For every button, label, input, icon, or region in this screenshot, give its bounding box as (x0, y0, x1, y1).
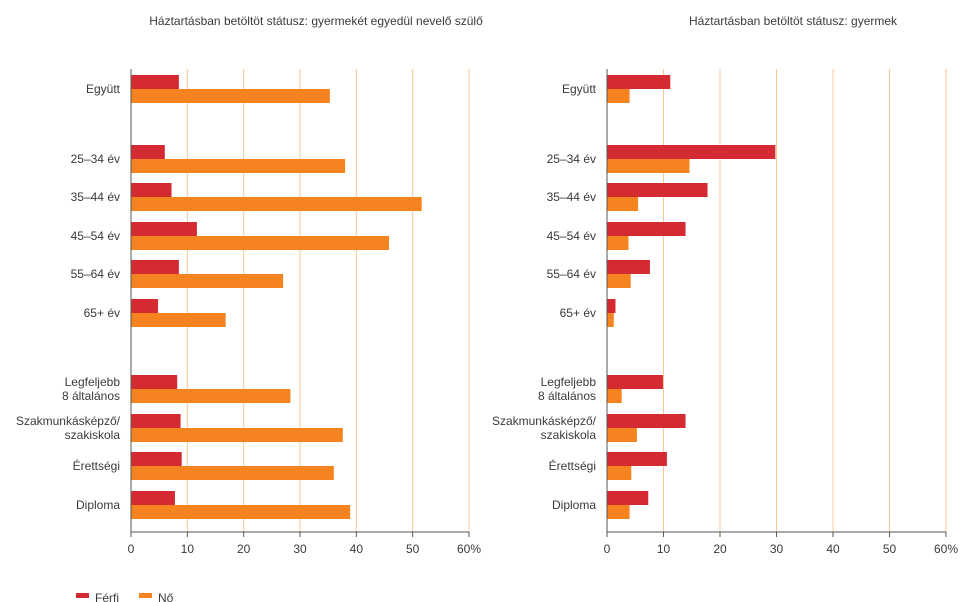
category-label-left-7: Szakmunkásképző/szakiskola (16, 414, 121, 442)
category-label-right-8: Érettségi (549, 458, 596, 473)
x-tick-label-right-6: 60% (934, 542, 958, 556)
category-label-left-0: Együtt (86, 82, 121, 96)
bar-left-male-6 (131, 375, 178, 389)
legend: Férfi Nő (76, 591, 174, 602)
bar-left-male-4 (131, 260, 179, 274)
category-label-right-1: 25–34 év (547, 152, 596, 166)
bar-right-male-7 (607, 414, 686, 428)
category-label-right-2: 35–44 év (547, 190, 596, 204)
x-tick-label-left-4: 40 (350, 542, 364, 556)
category-label-right-7: Szakmunkásképző/szakiskola (492, 414, 597, 442)
chart-title-right: Háztartásban betöltöt státusz: gyermek (689, 14, 898, 28)
bar-right-female-5 (607, 313, 614, 327)
bar-left-male-1 (131, 145, 165, 159)
bar-right-male-5 (607, 299, 616, 313)
bar-left-male-7 (131, 414, 181, 428)
bar-left-male-9 (131, 491, 175, 505)
bar-left-male-0 (131, 75, 179, 89)
bar-right-female-4 (607, 274, 631, 288)
bar-right-female-7 (607, 428, 637, 442)
bar-left-male-5 (131, 299, 159, 313)
x-tick-label-right-4: 40 (826, 542, 840, 556)
bar-left-male-3 (131, 222, 197, 236)
bar-right-male-8 (607, 452, 667, 466)
bar-left-female-3 (131, 236, 390, 250)
chart-title-left: Háztartásban betöltöt státusz: gyermekét… (149, 14, 483, 28)
bar-right-male-1 (607, 145, 776, 159)
bar-right-female-1 (607, 159, 690, 173)
category-label-left-3: 45–54 év (71, 229, 120, 243)
x-tick-label-left-5: 50 (406, 542, 420, 556)
bar-left-female-7 (131, 428, 343, 442)
chart-panel-right: Háztartásban betöltöt státusz: gyermek 0… (492, 14, 958, 556)
bar-right-male-3 (607, 222, 686, 236)
bar-left-female-4 (131, 274, 284, 288)
x-tick-label-right-1: 10 (657, 542, 671, 556)
category-label-right-9: Diploma (552, 498, 596, 512)
bar-right-male-6 (607, 375, 663, 389)
chart-panel-left: Háztartásban betöltöt státusz: gyermekét… (16, 14, 483, 556)
bar-left-female-9 (131, 505, 351, 519)
legend-label-male: Férfi (95, 591, 119, 602)
x-tick-label-right-0: 0 (604, 542, 611, 556)
category-label-right-3: 45–54 év (547, 229, 596, 243)
category-label-right-4: 55–64 év (547, 267, 596, 281)
legend-swatch-female (139, 593, 152, 598)
bar-right-female-2 (607, 197, 639, 211)
category-label-left-8: Érettségi (73, 458, 120, 473)
x-tick-label-left-0: 0 (128, 542, 135, 556)
bar-right-male-9 (607, 491, 649, 505)
x-tick-label-right-2: 20 (713, 542, 727, 556)
bar-right-male-4 (607, 260, 650, 274)
category-label-left-6: Legfeljebb 8 általános (62, 375, 120, 403)
category-label-left-4: 55–64 év (71, 267, 120, 281)
x-tick-label-left-1: 10 (181, 542, 195, 556)
x-tick-label-left-2: 20 (237, 542, 251, 556)
bar-left-female-8 (131, 466, 334, 480)
bar-left-female-5 (131, 313, 226, 327)
bar-right-female-0 (607, 89, 630, 103)
legend-swatch-male (76, 593, 89, 598)
bar-right-female-3 (607, 236, 629, 250)
category-label-right-6: Legfeljebb 8 általános (538, 375, 596, 403)
category-label-left-5: 65+ év (84, 306, 120, 320)
bar-left-male-8 (131, 452, 182, 466)
bar-left-female-1 (131, 159, 346, 173)
category-label-left-2: 35–44 év (71, 190, 120, 204)
bar-right-male-0 (607, 75, 671, 89)
x-tick-label-right-5: 50 (883, 542, 897, 556)
bar-right-female-8 (607, 466, 632, 480)
x-tick-label-right-3: 30 (770, 542, 784, 556)
category-label-right-0: Együtt (562, 82, 597, 96)
bar-left-male-2 (131, 183, 172, 197)
bar-left-female-6 (131, 389, 291, 403)
bar-right-female-9 (607, 505, 630, 519)
bar-left-female-0 (131, 89, 330, 103)
bar-left-female-2 (131, 197, 422, 211)
x-tick-label-left-3: 30 (293, 542, 307, 556)
bar-right-male-2 (607, 183, 708, 197)
category-label-left-9: Diploma (76, 498, 120, 512)
category-label-left-1: 25–34 év (71, 152, 120, 166)
legend-label-female: Nő (158, 591, 174, 602)
bar-right-female-6 (607, 389, 622, 403)
x-tick-label-left-6: 60% (457, 542, 481, 556)
category-label-right-5: 65+ év (560, 306, 596, 320)
